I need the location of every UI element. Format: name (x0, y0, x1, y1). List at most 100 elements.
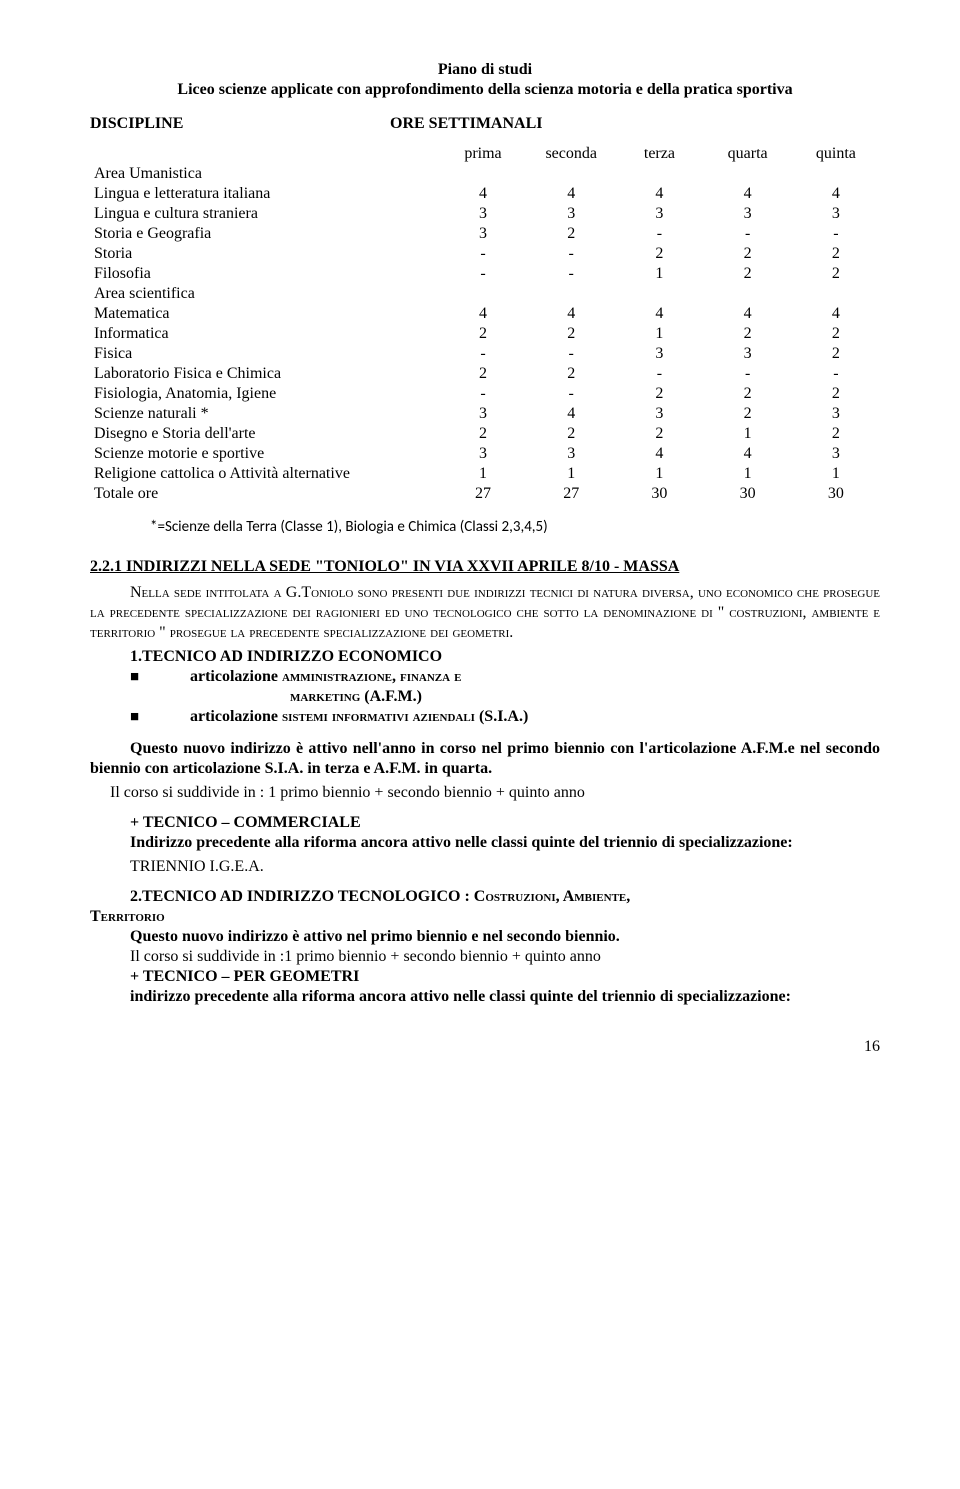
row-value: 3 (704, 344, 792, 364)
row-value: - (792, 224, 880, 244)
row-label: Storia e Geografia (90, 224, 439, 244)
row-value: 1 (615, 464, 703, 484)
row-value: 2 (792, 324, 880, 344)
row-value: 3 (439, 204, 527, 224)
section-221-lead: Nella sede intitolata a G.Toniolo sono p… (90, 583, 880, 643)
row-label: Matematica (90, 304, 439, 324)
title-block: Piano di studi Liceo scienze applicate c… (90, 60, 880, 100)
row-value: 2 (704, 404, 792, 424)
table-row: Matematica44444 (90, 304, 880, 324)
row-value: 1 (615, 264, 703, 284)
row-value: 4 (527, 304, 615, 324)
bullet-afm-line2-plain: A.F.M.) (370, 688, 422, 705)
title-line2: Liceo scienze applicate con approfondime… (90, 80, 880, 100)
col-prima: prima (439, 144, 527, 164)
row-value: 4 (792, 304, 880, 324)
bullet-afm: articolazione amministrazione, finanza e… (130, 667, 880, 707)
item1-title: 1.TECNICO AD INDIRIZZO ECONOMICO (130, 647, 880, 667)
row-value: 2 (792, 244, 880, 264)
table-row: Scienze naturali *34323 (90, 404, 880, 424)
table-row: Filosofia--122 (90, 264, 880, 284)
section-scientifica: Area scientifica (90, 284, 880, 304)
table-row: Informatica22122 (90, 324, 880, 344)
row-value: 2 (615, 424, 703, 444)
row-label: Storia (90, 244, 439, 264)
row-value: - (527, 264, 615, 284)
heading-discipline: DISCIPLINE (90, 114, 390, 134)
section-umanistica-label: Area Umanistica (90, 164, 439, 184)
row-value: 1 (704, 464, 792, 484)
row-label: Filosofia (90, 264, 439, 284)
bullet-afm-line2-sc: marketing ( (290, 688, 370, 705)
row-value: - (439, 244, 527, 264)
table-row: Scienze motorie e sportive33443 (90, 444, 880, 464)
row-value: 3 (439, 444, 527, 464)
row-value: 2 (704, 244, 792, 264)
bullets-economico: articolazione amministrazione, finanza e… (130, 667, 880, 727)
tt-p2: Il corso si suddivide in :1 primo bienni… (130, 947, 880, 967)
row-value: 2 (527, 224, 615, 244)
row-value: 2 (439, 424, 527, 444)
col-quinta: quinta (792, 144, 880, 164)
row-value: 2 (527, 424, 615, 444)
row-label: Totale ore (90, 484, 439, 504)
row-value: - (615, 364, 703, 384)
row-value: - (439, 264, 527, 284)
row-value: 4 (615, 304, 703, 324)
table-row: Laboratorio Fisica e Chimica22--- (90, 364, 880, 384)
study-plan-table: prima seconda terza quarta quinta Area U… (90, 144, 880, 504)
row-value: 3 (527, 204, 615, 224)
nuovo-p2: Il corso si suddivide in : 1 primo bienn… (110, 783, 880, 803)
row-value: - (439, 384, 527, 404)
table-row: Fisiologia, Anatomia, Igiene--222 (90, 384, 880, 404)
bullet-sia-lead: articolazione (190, 708, 282, 725)
page-number: 16 (90, 1037, 880, 1057)
tc-triennio: TRIENNIO I.G.E.A. (130, 857, 880, 877)
row-value: 1 (439, 464, 527, 484)
bullet-sia-line: articolazione sistemi informativi aziend… (190, 708, 528, 725)
row-label: Religione cattolica o Attività alternati… (90, 464, 439, 484)
row-value: 3 (615, 404, 703, 424)
row-value: 27 (439, 484, 527, 504)
row-value: 2 (792, 344, 880, 364)
row-value: 2 (704, 264, 792, 284)
col-seconda: seconda (527, 144, 615, 164)
row-value: - (527, 384, 615, 404)
section-umanistica: Area Umanistica (90, 164, 880, 184)
row-value: 4 (527, 184, 615, 204)
row-value: 2 (792, 424, 880, 444)
row-value: - (439, 344, 527, 364)
table-row: Storia--222 (90, 244, 880, 264)
row-value: 2 (704, 324, 792, 344)
row-value: 3 (615, 344, 703, 364)
section-221: 2.2.1 INDIRIZZI NELLA SEDE "TONIOLO" IN … (90, 557, 880, 577)
row-value: 1 (792, 464, 880, 484)
table-row: Storia e Geografia32--- (90, 224, 880, 244)
row-label: Fisica (90, 344, 439, 364)
row-value: 2 (439, 364, 527, 384)
row-value: 4 (527, 404, 615, 424)
bullet-sia-sc: sistemi informativi aziendali ( (282, 708, 484, 725)
row-value: 27 (527, 484, 615, 504)
row-value: 30 (792, 484, 880, 504)
row-label: Laboratorio Fisica e Chimica (90, 364, 439, 384)
row-value: 2 (704, 384, 792, 404)
row-label: Informatica (90, 324, 439, 344)
tt-h2: + TECNICO – PER GEOMETRI (130, 967, 880, 987)
row-value: 30 (615, 484, 703, 504)
row-value: - (527, 344, 615, 364)
row-label: Scienze naturali * (90, 404, 439, 424)
row-value: 3 (704, 204, 792, 224)
row-value: 3 (439, 224, 527, 244)
row-value: 4 (439, 184, 527, 204)
title-line1: Piano di studi (90, 60, 880, 80)
tt-h1-plain: 2.TECNICO AD INDIRIZZO TECNOLOGICO : (130, 888, 474, 905)
row-value: 30 (704, 484, 792, 504)
nuovo-p1: Questo nuovo indirizzo è attivo nell'ann… (90, 739, 880, 779)
table-row: Disegno e Storia dell'arte22212 (90, 424, 880, 444)
row-label: Fisiologia, Anatomia, Igiene (90, 384, 439, 404)
row-value: 3 (615, 204, 703, 224)
row-value: 4 (792, 184, 880, 204)
tc-para: Indirizzo precedente alla riforma ancora… (90, 833, 880, 853)
bullet-afm-sc: amministrazione, finanza e (282, 668, 461, 685)
